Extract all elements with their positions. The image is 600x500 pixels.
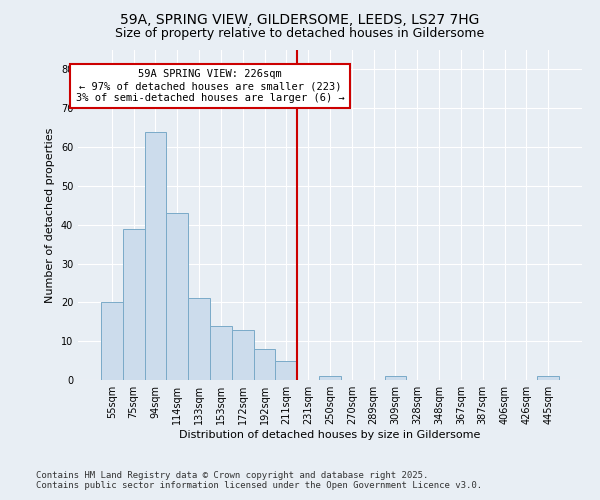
Bar: [275, 360, 297, 380]
Y-axis label: Number of detached properties: Number of detached properties: [45, 128, 55, 302]
Text: Size of property relative to detached houses in Gildersome: Size of property relative to detached ho…: [115, 28, 485, 40]
Bar: [319, 376, 341, 380]
Bar: [537, 376, 559, 380]
Text: 59A SPRING VIEW: 226sqm
← 97% of detached houses are smaller (223)
3% of semi-de: 59A SPRING VIEW: 226sqm ← 97% of detache…: [76, 70, 344, 102]
Bar: [166, 213, 188, 380]
Bar: [123, 228, 145, 380]
Bar: [188, 298, 210, 380]
Bar: [210, 326, 232, 380]
Bar: [145, 132, 166, 380]
Bar: [385, 376, 406, 380]
Bar: [101, 302, 123, 380]
Bar: [232, 330, 254, 380]
Bar: [254, 349, 275, 380]
Text: 59A, SPRING VIEW, GILDERSOME, LEEDS, LS27 7HG: 59A, SPRING VIEW, GILDERSOME, LEEDS, LS2…: [121, 12, 479, 26]
Text: Contains HM Land Registry data © Crown copyright and database right 2025.
Contai: Contains HM Land Registry data © Crown c…: [36, 470, 482, 490]
X-axis label: Distribution of detached houses by size in Gildersome: Distribution of detached houses by size …: [179, 430, 481, 440]
